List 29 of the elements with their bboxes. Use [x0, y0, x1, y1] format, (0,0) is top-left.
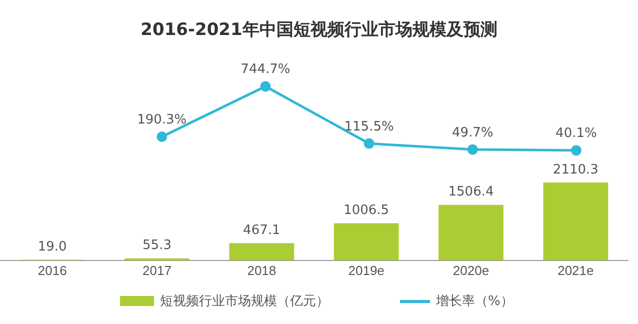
bar	[334, 223, 399, 260]
bar	[438, 204, 504, 260]
x-tick-label: 2018	[247, 262, 276, 278]
data-label: 19.0	[38, 240, 67, 255]
data-label: 467.1	[243, 223, 280, 238]
data-label: 49.7%	[452, 125, 494, 140]
x-tick-label: 2021e	[558, 262, 594, 278]
data-label: 2110.3	[552, 162, 598, 178]
point	[364, 138, 374, 149]
data-label: 190.3%	[137, 112, 187, 128]
x-tick-label: 2019e	[348, 262, 384, 278]
data-label: 1506.4	[448, 184, 494, 200]
point	[467, 144, 478, 155]
x-tick-label: 2020e	[452, 262, 490, 278]
x-tick-label: 2016	[38, 262, 67, 278]
data-label: 40.1%	[556, 126, 597, 142]
bar	[543, 182, 608, 260]
point	[570, 145, 582, 156]
legend-label: 增长率（%）	[436, 293, 514, 310]
point	[260, 81, 271, 92]
point	[156, 131, 168, 142]
data-label: 115.5%	[344, 119, 394, 134]
data-label: 55.3	[142, 238, 172, 254]
bar	[229, 243, 294, 260]
chart-title: 2016-2021年中国短视频行业市场规模及预测	[140, 19, 498, 41]
data-label: 744.7%	[240, 62, 290, 78]
x-tick-label: 2017	[142, 262, 172, 278]
data-label: 1006.5	[344, 203, 390, 218]
legend-label: 短视频行业市场规模（亿元）	[160, 293, 329, 310]
